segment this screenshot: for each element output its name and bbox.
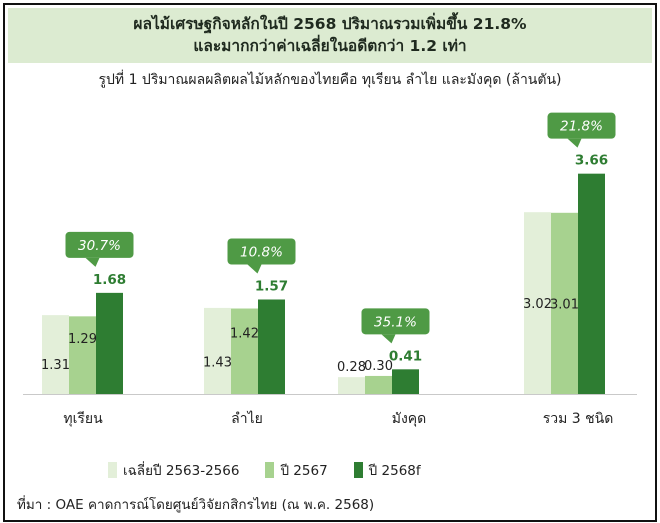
chart-header: ผลไม้เศรษฐกิจหลักในปี 2568 ปริมาณรวมเพิ่…: [8, 8, 652, 63]
value-label-2-2: 0.41: [389, 348, 422, 364]
bar-3-2: [578, 173, 605, 394]
source-note: ที่มา : OAE คาดการณ์โดยศูนย์วิจัยกสิกรไท…: [17, 497, 375, 513]
bar-1-0: [204, 307, 231, 394]
legend-label-2567: ปี 2567: [280, 463, 328, 479]
bar-chart: 1.31 1.43 0.28 3.02 1.29 1.42 0.30 3.01 1.68 1.57…: [23, 112, 637, 427]
bar-0-2: [96, 292, 123, 394]
value-label-0-1: 1.29: [68, 332, 97, 347]
bar-1-1: [231, 308, 258, 394]
bar-2-2: [392, 369, 419, 394]
header-line-2: และมากกว่าค่าเฉลี่ยในอดีตกว่า 1.2 เท่า: [193, 37, 467, 55]
growth-callout-pointer-1: [247, 264, 262, 274]
legend-swatch-avg: [108, 462, 117, 478]
value-label-3-0: 3.02: [523, 297, 552, 312]
category-label-0: ทุเรียน: [63, 411, 103, 427]
bar-0-1: [69, 316, 96, 394]
value-label-1-1: 1.42: [230, 326, 259, 341]
value-label-3-2: 3.66: [575, 153, 608, 169]
growth-callout-box-1: [227, 238, 296, 265]
legend-item-2567: ปี 2567: [265, 459, 328, 481]
legend-label-avg: เฉลี่ยปี 2563-2566: [123, 463, 240, 479]
category-label-3: รวม 3 ชนิด: [543, 411, 614, 427]
legend-item-avg: เฉลี่ยปี 2563-2566: [108, 459, 239, 481]
bar-3-0: [524, 212, 551, 394]
growth-callout-box-2: [361, 308, 430, 335]
legend-swatch-2568f: [353, 462, 363, 478]
growth-callout-pointer-0: [85, 257, 100, 267]
growth-label-2: 35.1%: [374, 314, 417, 330]
value-label-3-1: 3.01: [550, 297, 579, 312]
growth-callout-box-0: [65, 231, 134, 258]
growth-label-0: 30.7%: [78, 238, 121, 254]
legend: เฉลี่ยปี 2563-2566 ปี 2567 ปี 2568f: [108, 460, 447, 480]
value-label-0-2: 1.68: [93, 272, 126, 288]
chart-frame: ผลไม้เศรษฐกิจหลักในปี 2568 ปริมาณรวมเพิ่…: [3, 3, 657, 522]
growth-label-1: 10.8%: [240, 244, 283, 260]
value-label-2-0: 0.28: [337, 360, 366, 375]
value-label-1-2: 1.57: [255, 278, 288, 294]
legend-item-2568f: ปี 2568f: [353, 459, 421, 481]
legend-label-2568f: ปี 2568f: [368, 463, 421, 479]
growth-callout-pointer-3: [567, 138, 582, 148]
value-label-1-0: 1.43: [203, 355, 232, 370]
category-label-1: ลำไย: [231, 410, 263, 427]
chart-subtitle: รูปที่ 1 ปริมาณผลผลิตผลไม้หลักของไทยคือ …: [98, 72, 562, 88]
value-label-2-1: 0.30: [364, 359, 393, 374]
growth-callout-box-3: [547, 112, 616, 139]
bar-3-1: [551, 212, 578, 394]
growth-callout-pointer-2: [381, 334, 396, 344]
bar-1-2: [258, 299, 285, 394]
bar-2-0: [338, 377, 365, 394]
category-label-2: มังคุด: [392, 411, 427, 427]
growth-label-3: 21.8%: [560, 119, 603, 135]
legend-swatch-2567: [265, 462, 275, 478]
bar-0-0: [42, 315, 69, 394]
header-line-1: ผลไม้เศรษฐกิจหลักในปี 2568 ปริมาณรวมเพิ่…: [133, 15, 527, 33]
bar-2-1: [365, 375, 392, 394]
value-label-0-0: 1.31: [41, 358, 70, 373]
